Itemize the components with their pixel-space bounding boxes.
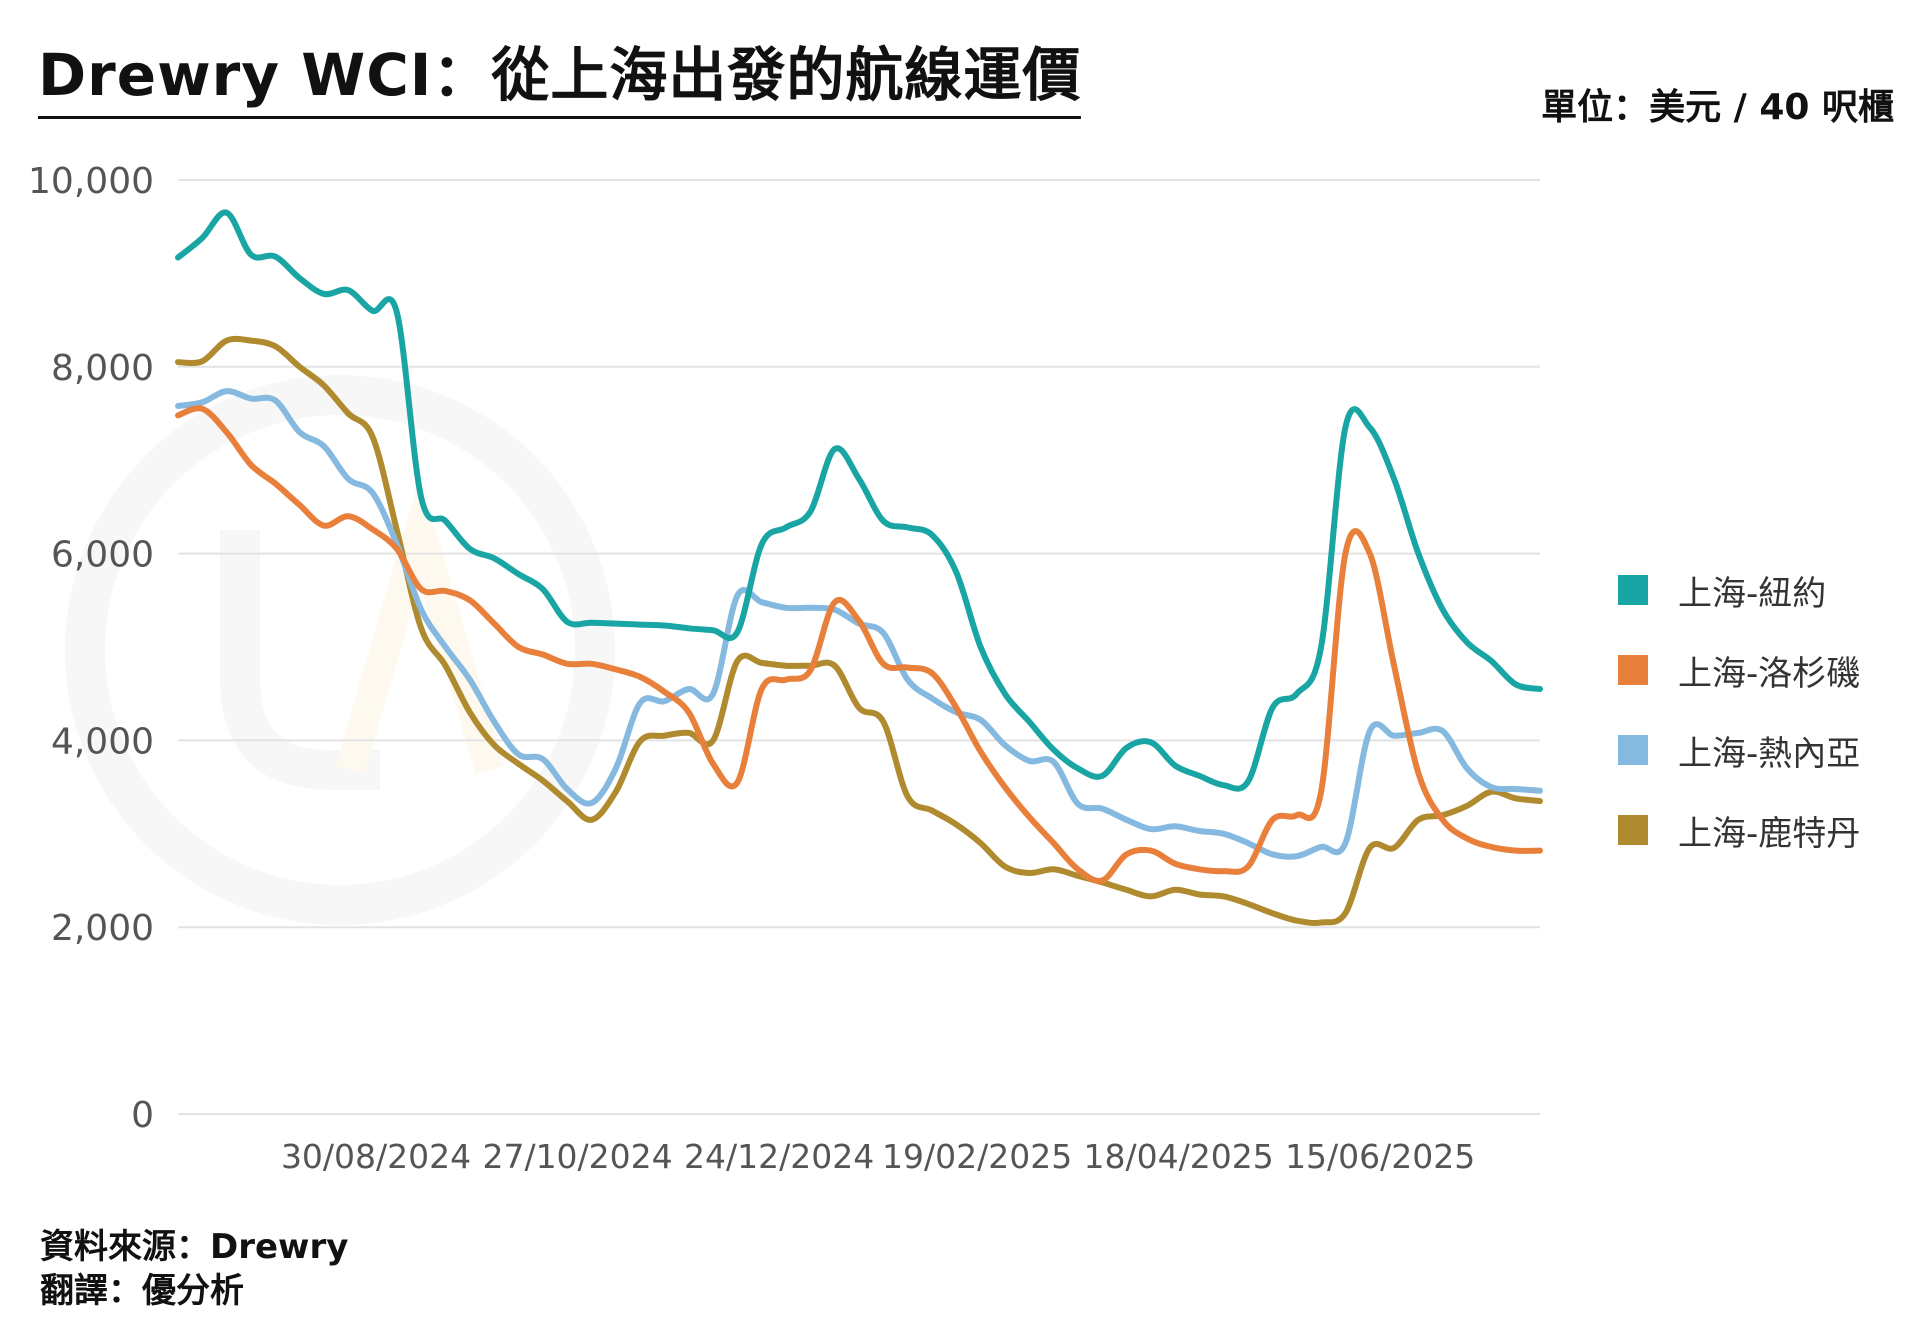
legend-swatch <box>1618 575 1648 605</box>
legend-item-3: 上海-熱內亞 <box>1618 710 1860 790</box>
unit-label: 單位：美元 / 40 呎櫃 <box>1541 87 1894 128</box>
chart-legend: 上海-紐約上海-洛杉磯 上海-熱內亞 上海-鹿特丹 <box>1618 550 1860 870</box>
x-tick-label: 15/06/2025 <box>1285 1137 1475 1176</box>
series-line-1 <box>175 209 1543 792</box>
translation-note: 翻譯：優分析 <box>40 1271 244 1311</box>
x-tick-label: 19/02/2025 <box>882 1137 1072 1176</box>
footer: 資料來源：Drewry 翻譯：優分析 <box>40 1225 348 1313</box>
legend-item-4: 上海-鹿特丹 <box>1618 790 1860 870</box>
x-tick-label: 18/04/2025 <box>1084 1137 1274 1176</box>
y-tick-label: 2,000 <box>51 908 154 949</box>
y-tick-label: 6,000 <box>51 535 154 576</box>
y-tick-label: 10,000 <box>28 161 154 202</box>
legend-swatch <box>1618 735 1648 765</box>
series-line-2 <box>175 405 1543 884</box>
legend-label: 上海-熱內亞 <box>1678 733 1861 774</box>
source-note: 資料來源：Drewry <box>40 1227 349 1267</box>
page-title: Drewry WCI：從上海出發的航線運價 <box>38 28 1082 119</box>
legend-swatch <box>1618 815 1648 845</box>
line-chart: 0 2,000 4,000 6,000 8,000 10,000 30/08/2024 27/… <box>28 161 1543 1176</box>
legend-item-1: 上海-紐約 <box>1618 550 1860 630</box>
x-tick-label: 24/12/2024 <box>684 1137 874 1176</box>
legend-label: 上海-洛杉磯 <box>1678 653 1861 694</box>
y-tick-label: 8,000 <box>51 348 154 389</box>
x-tick-label: 27/10/2024 <box>482 1137 672 1176</box>
legend-label: 上海-鹿特丹 <box>1678 813 1861 854</box>
watermark <box>40 350 1740 994</box>
y-tick-label: 0 <box>131 1095 154 1136</box>
legend-item-2: 上海-洛杉磯 <box>1618 630 1860 710</box>
x-tick-label: 30/08/2024 <box>281 1137 471 1176</box>
legend-swatch <box>1618 655 1648 685</box>
y-tick-label: 4,000 <box>51 721 154 762</box>
legend-label: 上海-紐約 <box>1678 573 1827 614</box>
